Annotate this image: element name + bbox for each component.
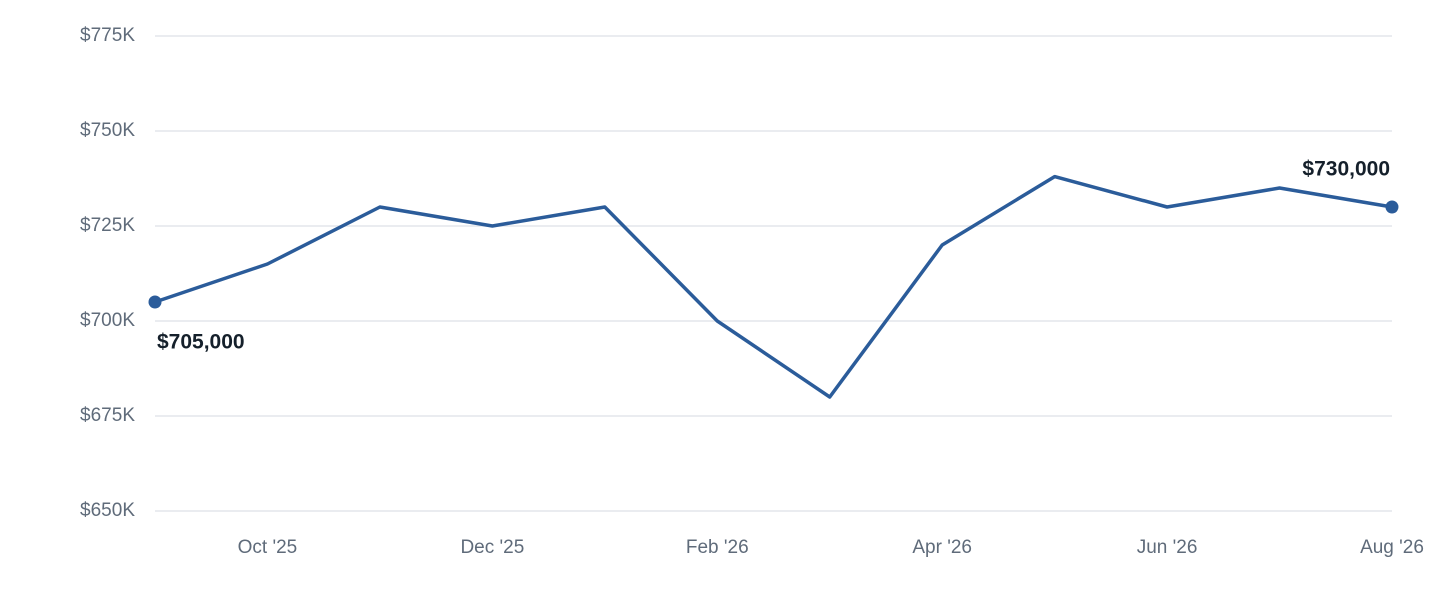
end-point — [1385, 200, 1399, 214]
value-label: $705,000 — [157, 331, 245, 354]
y-tick-label: $675K — [80, 405, 135, 426]
x-tick-label: Jun '26 — [1137, 537, 1198, 558]
y-tick-label: $750K — [80, 120, 135, 141]
x-tick-label: Dec '25 — [460, 537, 524, 558]
y-tick-label: $775K — [80, 25, 135, 46]
end-point — [148, 295, 162, 309]
x-tick-label: Feb '26 — [686, 537, 749, 558]
y-tick-label: $700K — [80, 310, 135, 331]
line — [154, 174, 1393, 399]
value-label: $730,000 — [1302, 158, 1390, 181]
x-tick-label: Apr '26 — [912, 537, 972, 558]
y-tick-label: $650K — [80, 500, 135, 521]
x-tick-label: Aug '26 — [1360, 537, 1424, 558]
x-tick-label: Oct '25 — [238, 537, 298, 558]
y-tick-label: $725K — [80, 215, 135, 236]
